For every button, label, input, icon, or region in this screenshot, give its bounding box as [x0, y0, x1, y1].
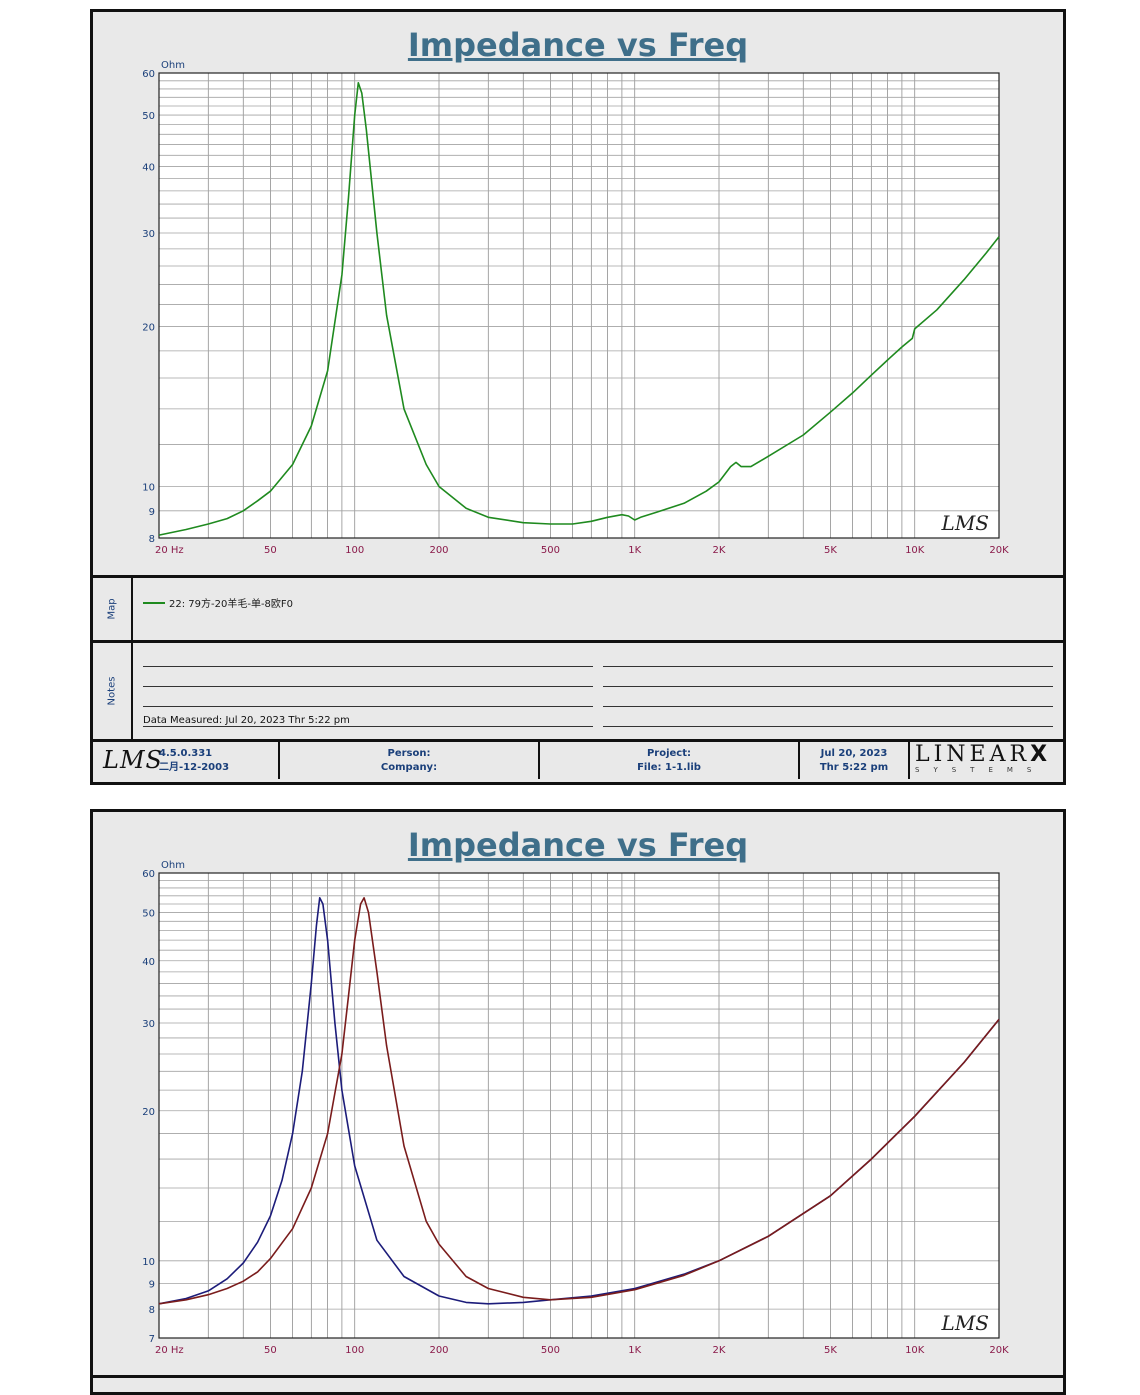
x-tick-label: 10K — [905, 545, 925, 556]
time-label: Thr 5:22 pm — [819, 762, 889, 773]
x-tick-label: 100 — [345, 545, 364, 556]
y-tick-label: 7 — [149, 1334, 155, 1345]
x-tick-label: 20 Hz — [155, 1345, 184, 1356]
divider — [908, 742, 910, 779]
legend-entry: 22: 79方-20羊毛-单-8欧F0 — [143, 595, 293, 610]
y-tick-label: 20 — [142, 1107, 155, 1118]
note-line — [143, 706, 593, 707]
project-label: Project: — [646, 748, 692, 759]
x-tick-label: 1K — [628, 1345, 641, 1356]
y-tick-label: 60 — [142, 69, 155, 80]
chart-area-2: Impedance vs Freq Ohm 7 8 9 10 20 30 40 50 60 20 H… — [93, 812, 1063, 1375]
divider — [538, 742, 540, 779]
chart-area-1: Impedance vs Freq Ohm 8 9 10 20 30 40 50 60 20 Hz… — [93, 12, 1063, 575]
y-tick-label: 50 — [142, 908, 155, 919]
y-tick-label: 30 — [142, 1019, 155, 1030]
brand-x: X — [1030, 742, 1052, 767]
y-tick-label: 30 — [142, 229, 155, 240]
plot-frame — [158, 872, 1000, 1339]
series-line — [158, 82, 1000, 536]
project-file: Project: File: 1-1.lib — [540, 747, 798, 783]
x-tick-label: 20 Hz — [155, 545, 184, 556]
x-tick-label: 500 — [541, 545, 560, 556]
y-tick-label: 40 — [142, 163, 155, 174]
y-tick-label: 9 — [149, 1280, 155, 1291]
brand-sub: SYSTEMS — [915, 766, 1046, 774]
date-time: Jul 20, 2023 Thr 5:22 pm — [800, 747, 908, 783]
note-line — [603, 706, 1053, 707]
x-tick-label: 50 — [264, 545, 277, 556]
map-side-label: Map — [106, 598, 118, 620]
y-unit-label: Ohm — [161, 860, 185, 871]
lms-logo: LMS — [103, 746, 163, 774]
lms-watermark: LMS — [941, 511, 989, 535]
plot-background — [159, 73, 999, 538]
chart-title: Impedance vs Freq — [407, 26, 749, 64]
y-tick-label: 40 — [142, 957, 155, 968]
notes-side-label: Notes — [106, 676, 118, 706]
y-tick-label: 8 — [149, 1305, 155, 1316]
x-tick-label: 2K — [713, 545, 726, 556]
linearx-logo: LINEARX SYSTEMS — [915, 744, 1055, 778]
x-tick-label: 20K — [989, 1345, 1009, 1356]
note-line — [143, 726, 593, 727]
note-line — [603, 726, 1053, 727]
chart-panel-2: Impedance vs Freq Ohm 7 8 9 10 20 30 40 50 60 20 H… — [90, 809, 1066, 1395]
impedance-chart-2: Ohm 7 8 9 10 20 30 40 50 60 20 Hz 50 100 200 500 1K 2K 5K… — [142, 860, 1009, 1356]
version-info: 4.5.0.331 二月-12-2003 — [159, 747, 269, 783]
divider — [131, 578, 133, 640]
y-tick-label: 9 — [149, 507, 155, 518]
company-label: Company: — [380, 762, 438, 773]
divider — [278, 742, 280, 779]
x-tick-label: 200 — [429, 1345, 448, 1356]
y-tick-label: 50 — [142, 111, 155, 122]
divider — [93, 575, 1063, 578]
chart-panel-1: Impedance vs Freq Ohm 8 9 10 20 30 40 50 60 20 Hz… — [90, 9, 1066, 785]
x-tick-label: 200 — [429, 545, 448, 556]
divider — [131, 643, 133, 739]
y-tick-label: 20 — [142, 323, 155, 334]
y-tick-label: 10 — [142, 1257, 155, 1268]
x-tick-label: 500 — [541, 1345, 560, 1356]
x-tick-label: 10K — [905, 1345, 925, 1356]
person-company: Person: Company: — [280, 747, 538, 783]
x-tick-label: 20K — [989, 545, 1009, 556]
divider — [93, 1375, 1063, 1378]
plot-frame — [158, 72, 1000, 539]
legend-label: 22: 79方-20羊毛-单-8欧F0 — [169, 599, 294, 610]
x-tick-label: 100 — [345, 1345, 364, 1356]
footer: LMS 4.5.0.331 二月-12-2003 Person: Company… — [93, 742, 1063, 779]
lms-watermark: LMS — [941, 1311, 989, 1335]
series-line — [158, 897, 1000, 1305]
y-tick-label: 10 — [142, 483, 155, 494]
divider — [93, 640, 1063, 643]
x-tick-label: 2K — [713, 1345, 726, 1356]
chart-title: Impedance vs Freq — [407, 826, 749, 864]
person-label: Person: — [387, 748, 431, 759]
y-unit-label: Ohm — [161, 60, 185, 71]
y-tick-label: 60 — [142, 869, 155, 880]
x-tick-label: 50 — [264, 1345, 277, 1356]
impedance-chart-1: Ohm 8 9 10 20 30 40 50 60 20 Hz 50 100 200 500 1K 2K 5K 1… — [142, 60, 1009, 556]
divider — [798, 742, 800, 779]
data-measured-text: Data Measured: Jul 20, 2023 Thr 5:22 pm — [143, 715, 350, 726]
plot-background — [159, 873, 999, 1338]
note-line — [603, 686, 1053, 687]
note-line — [143, 666, 593, 667]
file-label: File: 1-1.lib — [637, 762, 701, 773]
note-line — [143, 686, 593, 687]
version-text: 4.5.0.331 — [159, 748, 213, 759]
note-line — [603, 666, 1053, 667]
x-tick-label: 5K — [824, 545, 837, 556]
gridlines — [158, 72, 1000, 539]
legend-swatch — [143, 601, 165, 604]
divider — [93, 739, 1063, 742]
date-label: Jul 20, 2023 — [820, 748, 888, 759]
x-tick-label: 5K — [824, 1345, 837, 1356]
version-date: 二月-12-2003 — [159, 762, 230, 773]
brand-text: LINEAR — [915, 742, 1031, 767]
x-tick-label: 1K — [628, 545, 641, 556]
y-tick-label: 8 — [149, 534, 155, 545]
